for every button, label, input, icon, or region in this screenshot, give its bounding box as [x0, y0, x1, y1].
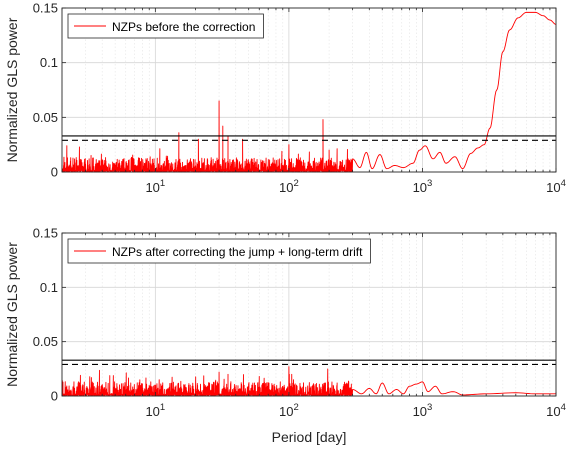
- y-tick-label: 0.15: [33, 226, 58, 241]
- bottom-panel-after-correction: 101 102 103 104 0 0.05 0.1 0.15 Normalized GLS p…: [4, 226, 566, 446]
- x-tick-label: 103: [413, 178, 433, 195]
- x-tick-label: 102: [279, 178, 299, 195]
- axes-box: [61, 7, 557, 173]
- series-line: [61, 366, 556, 397]
- y-tick-label: 0.1: [40, 280, 58, 295]
- legend-label: NZPs after correcting the jump + long-te…: [112, 245, 363, 259]
- x-tick-label: 104: [546, 178, 566, 195]
- legend-label: NZPs before the correction: [112, 20, 255, 34]
- y-tick-label: 0.1: [40, 55, 58, 70]
- x-tick-label: 102: [279, 402, 299, 419]
- y-tick-label: 0.15: [33, 1, 58, 16]
- x-axis-label: Period [day]: [272, 429, 347, 445]
- y-tick-label: 0: [51, 165, 58, 180]
- x-tick-label: 101: [145, 402, 165, 419]
- x-tick-label: 104: [546, 402, 566, 419]
- legend: NZPs after correcting the jump + long-te…: [67, 238, 371, 264]
- x-tick-label: 103: [413, 402, 433, 419]
- y-axis-label: Normalized GLS power: [4, 17, 20, 162]
- y-axis-label: Normalized GLS power: [4, 242, 20, 387]
- x-tick-label: 101: [145, 178, 165, 195]
- y-tick-label: 0: [51, 389, 58, 404]
- top-panel-before-correction: 101 102 103 104 0 0.05 0.1 0.15 Normalized GLS p…: [4, 1, 566, 196]
- axes-box: [61, 232, 557, 397]
- y-tick-label: 0.05: [33, 110, 58, 125]
- legend-box: [67, 238, 371, 264]
- y-tick-label: 0.05: [33, 334, 58, 349]
- legend: NZPs before the correction: [67, 13, 264, 39]
